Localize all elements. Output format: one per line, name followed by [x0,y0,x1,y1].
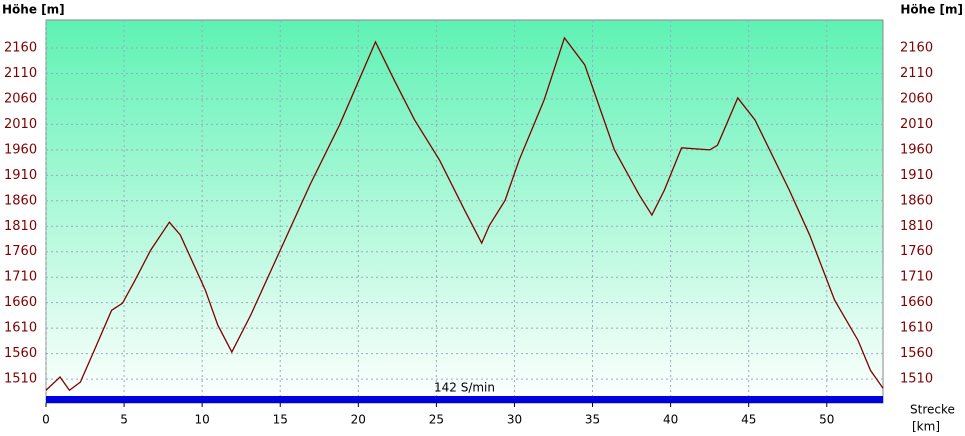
y-tick-label: 2110 [4,66,37,81]
y-tick-label: 1660 [4,295,37,310]
x-tick-label: 45 [741,413,756,427]
x-tick-label: 5 [120,413,128,427]
x-tick-label: 0 [42,413,50,427]
elevation-line [45,36,884,392]
plot-area [45,19,884,404]
y-tick-label-right: 2160 [900,41,933,56]
y-tick-label: 1510 [4,372,37,387]
x-tick-label: 25 [429,413,444,427]
y-tick-label-right: 1710 [900,270,933,285]
x-tick-label: 50 [819,413,834,427]
x-tick-label: 15 [273,413,288,427]
y-tick-label-right: 1760 [900,244,933,259]
y-tick-label: 2060 [4,91,37,106]
y-tick-label-right: 1660 [900,295,933,310]
y-tick-label: 2010 [4,117,37,132]
y-tick-label: 1710 [4,270,37,285]
y-tick-label-right: 2110 [900,66,933,81]
y-tick-label-right: 1560 [900,346,933,361]
x-tick-label: 10 [195,413,210,427]
y-tick-label-right: 1810 [900,219,933,234]
y-tick-label: 1760 [4,244,37,259]
y-tick-label-right: 1960 [900,142,933,157]
y-axis-title: Höhe [m] [2,3,65,17]
y-tick-label-right: 2060 [900,91,933,106]
speed-bar [46,396,883,403]
x-tick-label: 20 [351,413,366,427]
x-tick-label: 40 [663,413,678,427]
y-axis-title-right: Höhe [m] [900,3,963,17]
x-axis-unit: [km] [912,420,940,434]
annotation: 142 S/min [434,381,495,395]
y-tick-label: 1910 [4,168,37,183]
x-tick-label: 35 [585,413,600,427]
y-tick-label-right: 1610 [900,321,933,336]
x-tick-label: 30 [507,413,522,427]
y-tick-label: 1860 [4,193,37,208]
y-tick-label: 1610 [4,321,37,336]
y-tick-label-right: 2010 [900,117,933,132]
x-axis-title: Strecke [910,403,955,417]
y-tick-label-right: 1510 [900,372,933,387]
y-tick-label-right: 1860 [900,193,933,208]
y-tick-label: 1960 [4,142,37,157]
y-tick-label-right: 1910 [900,168,933,183]
y-tick-label: 2160 [4,41,37,56]
y-tick-label: 1810 [4,219,37,234]
y-tick-label: 1560 [4,346,37,361]
